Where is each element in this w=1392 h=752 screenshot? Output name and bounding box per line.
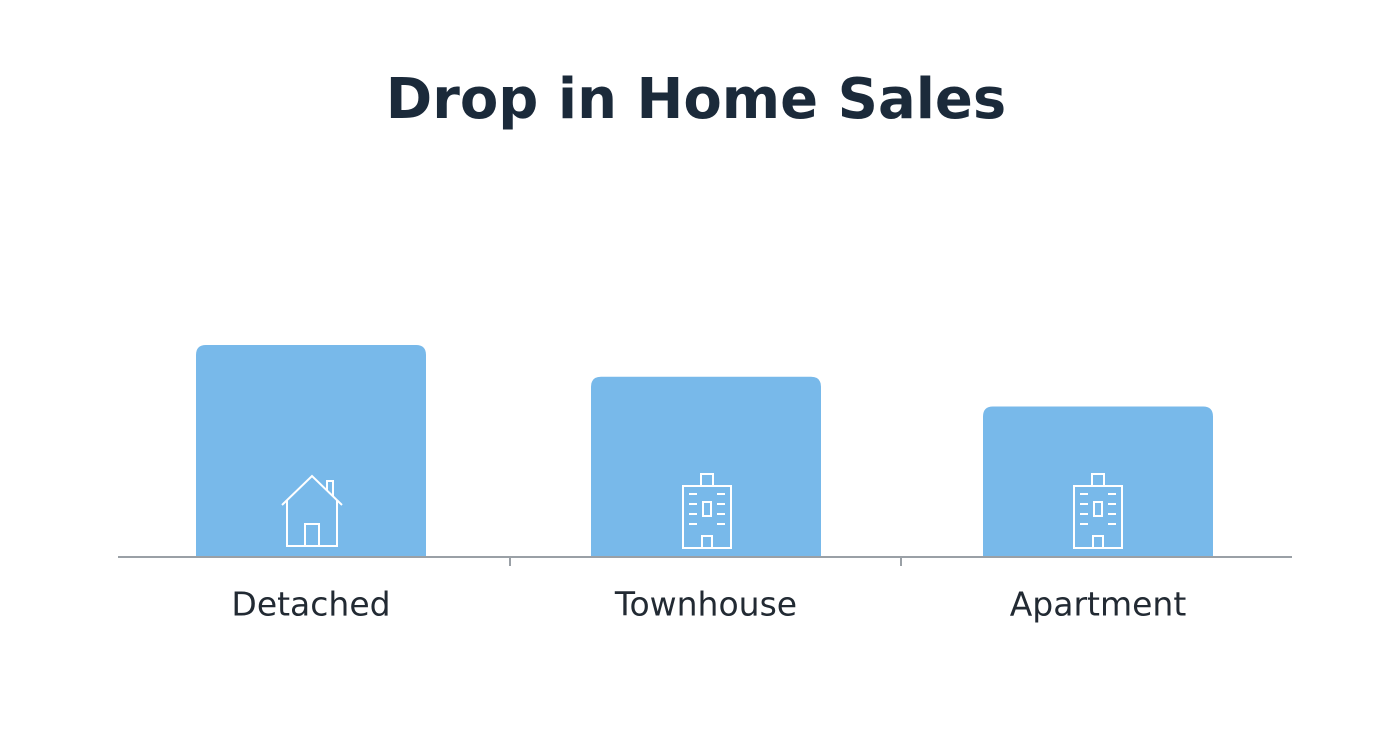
- building-icon: [1073, 473, 1123, 549]
- bar: [983, 406, 1213, 557]
- building-icon: [682, 473, 732, 549]
- chart-title: Drop in Home Sales: [386, 67, 1007, 132]
- house-icon: [281, 474, 343, 547]
- bar: [196, 345, 426, 557]
- x-tick-label: Townhouse: [614, 585, 797, 624]
- bar: [591, 376, 821, 557]
- x-tick-label: Apartment: [1010, 585, 1187, 624]
- bars: [196, 345, 1213, 557]
- x-tick-label: Detached: [231, 585, 390, 624]
